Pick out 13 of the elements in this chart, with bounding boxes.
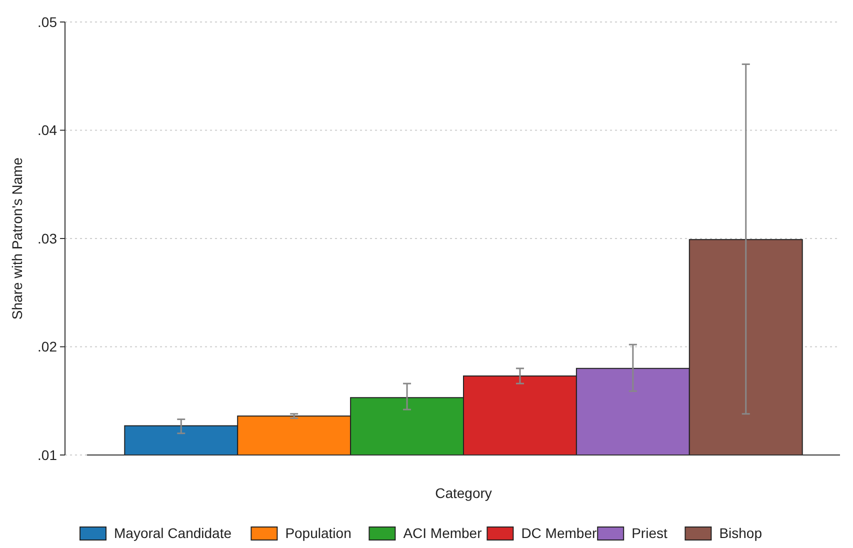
y-tick-label: .01 <box>38 446 58 463</box>
y-tick-label: .05 <box>38 14 58 30</box>
y-tick-label: .02 <box>38 338 58 355</box>
y-tick-label: .03 <box>38 230 58 246</box>
legend-label: DC Member <box>521 525 597 541</box>
legend-label: Population <box>285 525 352 541</box>
y-axis-title: Share with Patron's Name <box>9 157 25 320</box>
legend-label: Mayoral Candidate <box>114 525 232 541</box>
y-tick-label: .04 <box>38 122 58 138</box>
legend-label: Priest <box>632 525 668 541</box>
legend-label: ACI Member <box>403 525 482 541</box>
legend-label: Bishop <box>719 525 762 541</box>
x-axis-title: Category <box>435 485 492 501</box>
